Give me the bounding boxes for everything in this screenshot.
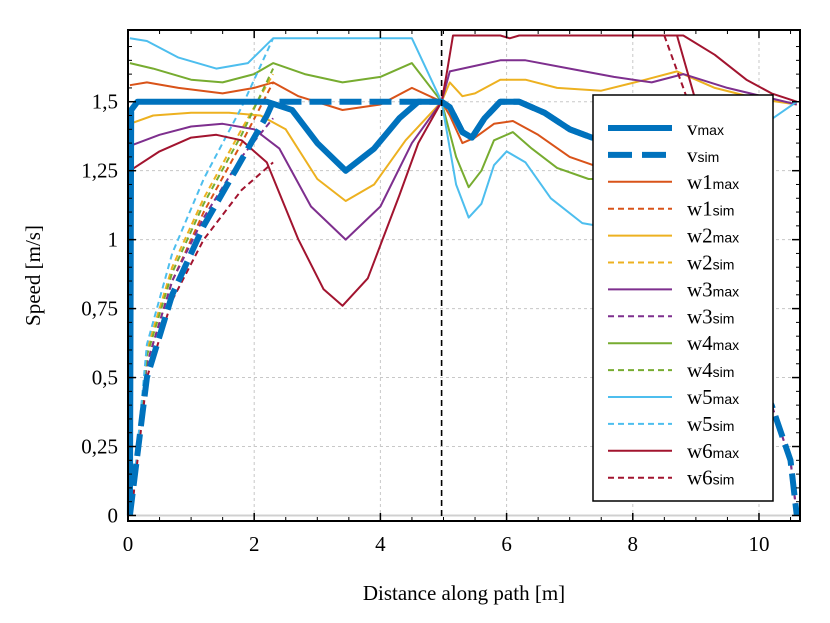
y-axis-label: Speed [m/s] [21, 225, 45, 326]
x-tick-label: 10 [748, 532, 769, 556]
legend-entry-w6-max: w6max [687, 439, 739, 463]
legend-entry-w2-max: w2max [687, 224, 739, 248]
legend-entry-v-sim: vsim [687, 143, 719, 167]
y-tick-label: 0,75 [81, 297, 118, 321]
legend-entry-w1-max: w1max [687, 170, 739, 194]
legend-entry-w2-sim: w2sim [687, 251, 734, 275]
series-v-sim [126, 98, 621, 516]
legend-entry-w4-sim: w4sim [687, 358, 734, 382]
x-tick-label: 2 [249, 532, 260, 556]
series-w4-max [129, 62, 621, 189]
legend-entry-w3-max: w3max [687, 277, 739, 301]
y-tick-label: 1,25 [81, 159, 118, 183]
y-tick-label: 0,5 [92, 366, 118, 390]
y-tick-label: 1,5 [92, 90, 118, 114]
y-tick-label: 0 [108, 503, 119, 527]
series-w2-sim [130, 73, 274, 516]
x-tick-label: 0 [123, 532, 134, 556]
legend-entry-v-max: vmax [687, 116, 724, 140]
legend-entry-w5-sim: w5sim [687, 412, 734, 436]
legend-entry-w6-sim: w6sim [687, 466, 734, 490]
series-w5-max [129, 37, 798, 230]
ticks: 0 2 4 6 8 10 0 0,25 0,5 0,75 1 1,25 1,5 [81, 30, 800, 556]
series-w6-sim [130, 161, 274, 516]
series-v-sim [743, 362, 800, 516]
x-tick-label: 6 [501, 532, 512, 556]
x-axis-label: Distance along path [m] [363, 581, 565, 605]
series-w5-sim [130, 37, 275, 516]
plot-frame [127, 29, 801, 522]
legend-entry-w1-sim: w1sim [687, 197, 734, 221]
y-tick-label: 1 [108, 228, 119, 252]
legend-box [592, 94, 774, 502]
series-w1-max [129, 81, 621, 172]
series-w1-sim [130, 81, 274, 516]
x-tick-label: 8 [628, 532, 639, 556]
series-w3-sim [130, 117, 274, 516]
legend-entry-w4-max: w4max [687, 331, 739, 355]
legend-entry-w3-sim: w3sim [687, 304, 734, 328]
legend-entry-w5-max: w5max [687, 385, 739, 409]
series-w6-max [129, 34, 798, 307]
x-tick-label: 4 [375, 532, 386, 556]
y-tick-label: 0,25 [81, 435, 118, 459]
